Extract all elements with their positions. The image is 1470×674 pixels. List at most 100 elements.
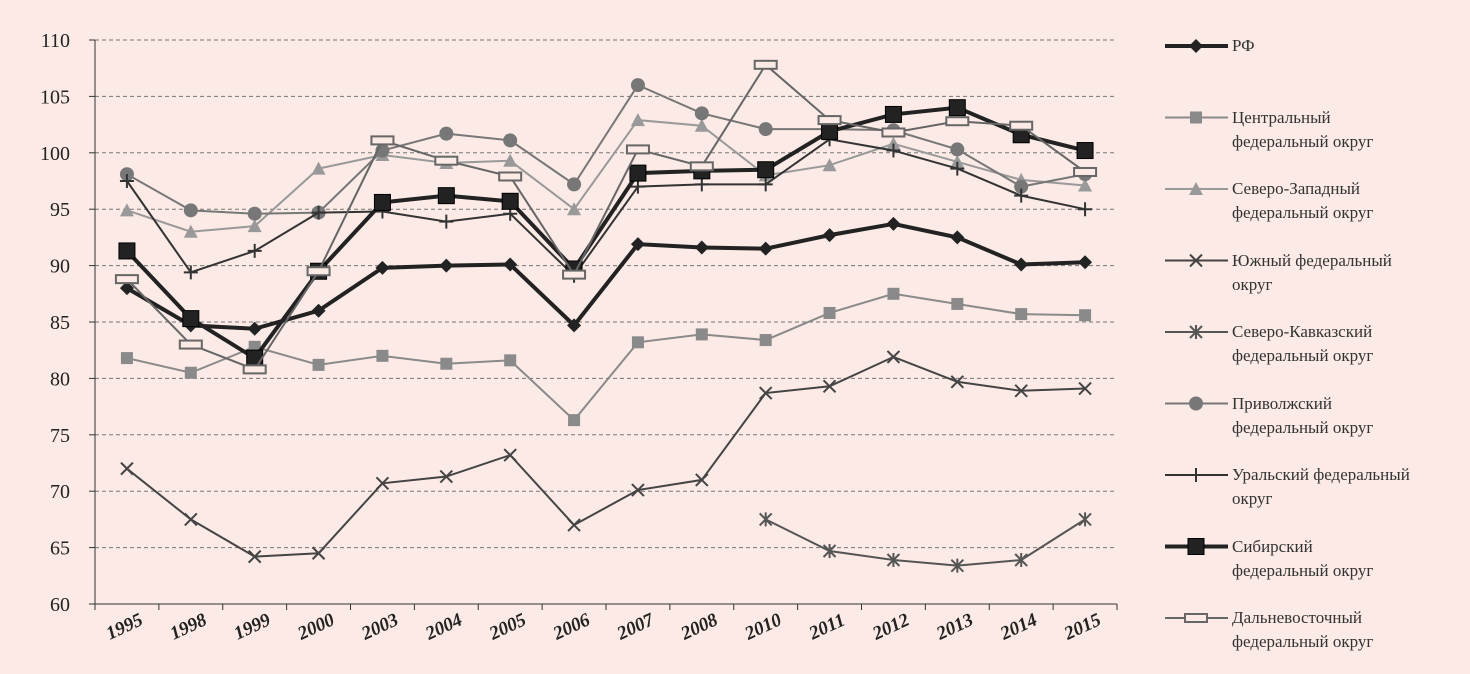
point xyxy=(183,203,198,218)
line xyxy=(126,138,1086,278)
point xyxy=(817,115,842,126)
point xyxy=(694,240,709,255)
line xyxy=(126,63,1086,371)
point xyxy=(567,518,581,532)
point xyxy=(311,205,326,220)
point xyxy=(311,546,326,560)
point xyxy=(630,237,645,252)
x-tick-label: 1998 xyxy=(167,609,211,644)
legend-label: Северо-Кавказский федеральный округ xyxy=(1232,322,1374,365)
point xyxy=(439,126,454,141)
point xyxy=(822,158,837,172)
point xyxy=(1078,381,1092,396)
point xyxy=(881,127,906,138)
y-tick-label: 85 xyxy=(50,312,70,334)
point xyxy=(1189,253,1203,268)
point xyxy=(184,512,198,527)
point xyxy=(375,260,390,275)
point xyxy=(1189,396,1203,411)
point xyxy=(242,364,267,375)
line xyxy=(765,518,1086,567)
x-tick-label: 2015 xyxy=(1060,609,1105,645)
point xyxy=(758,386,773,400)
point xyxy=(312,358,325,371)
y-tick-label: 75 xyxy=(50,425,70,447)
line xyxy=(126,83,1086,215)
point xyxy=(630,179,645,194)
point xyxy=(178,339,203,350)
point xyxy=(247,243,262,258)
point xyxy=(120,352,133,365)
point xyxy=(306,266,331,277)
point xyxy=(1014,257,1029,272)
point xyxy=(1078,202,1093,217)
point xyxy=(823,306,836,319)
point xyxy=(950,230,965,245)
point xyxy=(434,155,459,166)
x-tick-label: 2011 xyxy=(805,610,848,645)
point xyxy=(630,113,645,127)
point xyxy=(689,161,714,172)
point xyxy=(114,274,139,285)
x-tick-label: 2013 xyxy=(932,609,976,645)
point xyxy=(1189,182,1203,195)
legend-label: Приволжский федеральный округ xyxy=(1232,393,1374,437)
point xyxy=(119,203,134,217)
point xyxy=(373,193,391,211)
point xyxy=(951,297,964,310)
x-tick-label: 2004 xyxy=(421,609,465,645)
y-tick-label: 110 xyxy=(41,30,70,52)
point xyxy=(758,241,773,256)
legend-label: Дальневосточный федеральный округ xyxy=(1232,608,1374,651)
point xyxy=(437,187,455,205)
point xyxy=(1184,613,1208,623)
point xyxy=(503,133,518,148)
point xyxy=(884,105,902,123)
x-tick-label: 2010 xyxy=(741,609,786,645)
point xyxy=(886,136,901,150)
point xyxy=(1014,384,1028,398)
point xyxy=(247,219,262,233)
point xyxy=(1014,179,1029,194)
y-tick-label: 60 xyxy=(50,594,70,616)
point xyxy=(1078,512,1092,527)
point xyxy=(629,164,647,182)
point xyxy=(945,116,970,127)
point xyxy=(567,318,582,333)
point xyxy=(948,99,966,117)
y-tick-label: 95 xyxy=(50,199,70,221)
point xyxy=(950,154,965,168)
x-tick-label: 2007 xyxy=(613,609,659,645)
point xyxy=(694,106,709,121)
series xyxy=(119,216,1093,336)
point xyxy=(439,469,454,484)
series xyxy=(119,78,1093,221)
point xyxy=(183,224,198,238)
point xyxy=(120,461,134,476)
series xyxy=(120,350,1092,564)
point xyxy=(1190,111,1202,124)
point xyxy=(694,177,709,192)
point xyxy=(886,216,901,231)
point xyxy=(753,59,778,70)
point xyxy=(439,258,454,273)
x-tick-label: 1999 xyxy=(231,609,275,644)
point xyxy=(950,375,965,389)
point xyxy=(439,214,454,229)
point xyxy=(886,350,901,364)
y-tick-label: 65 xyxy=(50,538,70,560)
point xyxy=(376,349,389,362)
point xyxy=(311,161,326,175)
series xyxy=(119,132,1093,283)
x-tick-label: 2003 xyxy=(358,609,402,645)
series xyxy=(114,59,1098,375)
point xyxy=(567,177,582,192)
point xyxy=(504,354,517,367)
x-tick-label: 2006 xyxy=(549,609,594,645)
point xyxy=(758,512,773,527)
legend-label: Северо-Западный федеральный округ xyxy=(1232,179,1374,222)
point xyxy=(1073,166,1098,177)
point xyxy=(1078,255,1093,270)
point xyxy=(821,122,839,140)
